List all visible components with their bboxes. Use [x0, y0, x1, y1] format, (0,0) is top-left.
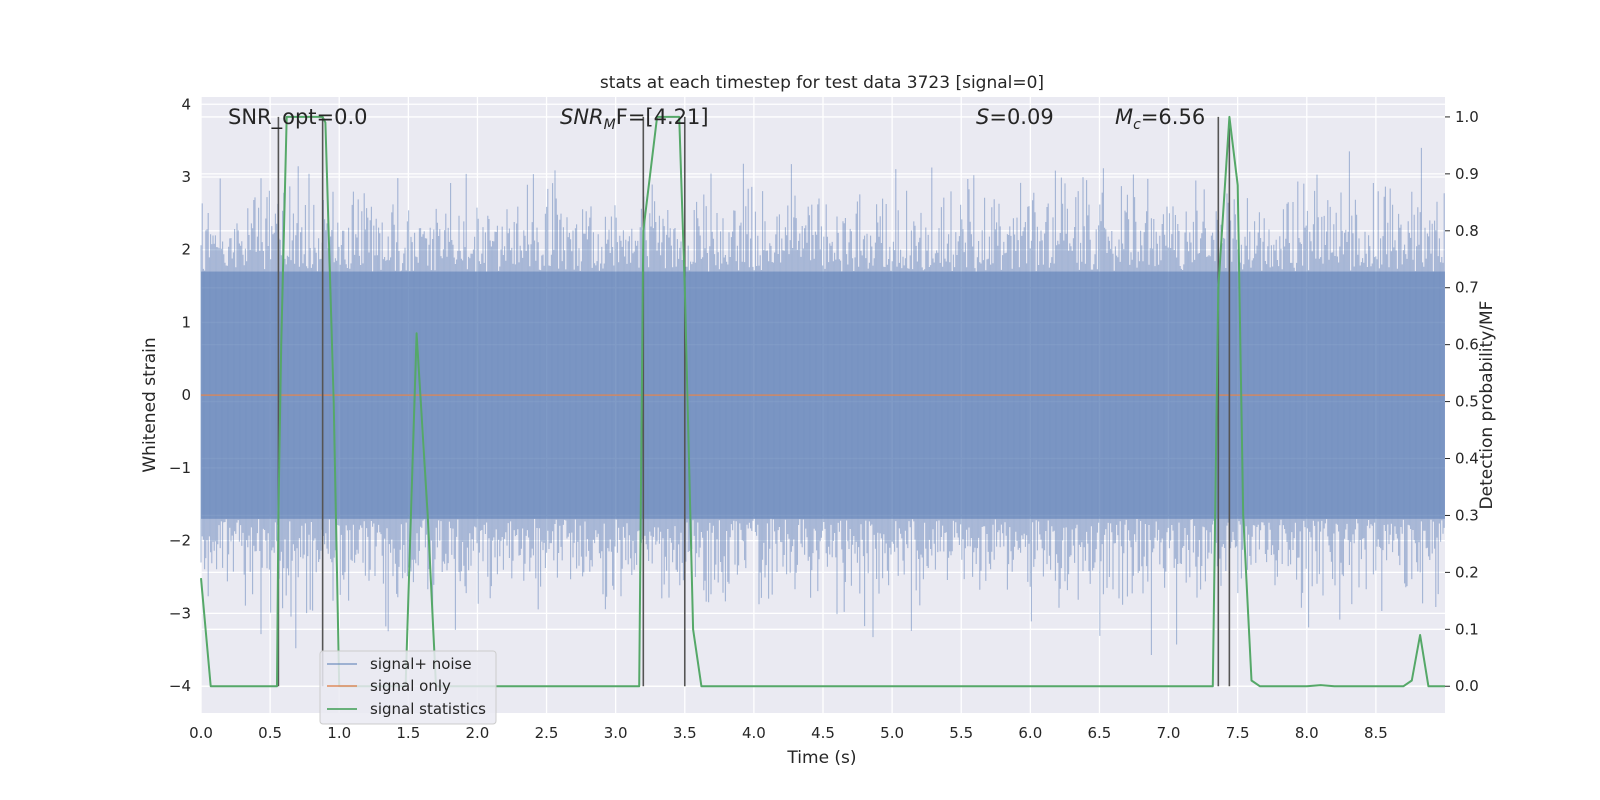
legend: signal+ noise signal only signal statist…	[319, 650, 497, 725]
y-right-tick-label: 0.8	[1455, 222, 1479, 240]
y-left-tick-label: −4	[169, 677, 191, 695]
y-left-tick-label: 2	[181, 241, 191, 259]
x-tick-label: 4.5	[811, 724, 835, 742]
legend-label-signal-only: signal only	[370, 677, 451, 695]
x-tick-label: 6.5	[1088, 724, 1112, 742]
right-y-axis-ticks: 0.0 0.1 0.2 0.3 0.4 0.5 0.6 0.7 0.8 0.9 1.0	[1445, 108, 1479, 695]
x-tick-label: 4.0	[742, 724, 766, 742]
left-y-axis-label: Whitened strain	[140, 337, 160, 472]
y-left-tick-label: −3	[169, 604, 191, 622]
x-tick-label: 5.0	[880, 724, 904, 742]
x-tick-label: 3.0	[604, 724, 628, 742]
x-tick-label: 8.0	[1295, 724, 1319, 742]
annotation-mc-value: =6.56	[1141, 105, 1205, 129]
annotation-snr-mf-symbol: SNR	[560, 105, 604, 129]
left-y-axis-ticks: −4 −3 −2 −1 0 1 2 3 4	[169, 95, 191, 695]
y-right-tick-label: 0.0	[1455, 677, 1479, 695]
x-tick-label: 5.5	[949, 724, 973, 742]
right-y-axis-label: Detection probability/MF	[1477, 301, 1497, 510]
legend-label-signal-noise: signal+ noise	[370, 655, 472, 673]
annotation-mc-subscript: c	[1133, 117, 1141, 133]
signal-noise-trace	[200, 147, 1445, 655]
x-tick-label: 0.0	[189, 724, 213, 742]
annotation-mc-symbol: M	[1115, 105, 1133, 129]
x-tick-label: 7.5	[1226, 724, 1250, 742]
legend-label-signal-statistics: signal statistics	[370, 700, 486, 718]
x-tick-label: 1.5	[396, 724, 420, 742]
x-tick-label: 1.0	[327, 724, 351, 742]
annotation-s-value: =0.09	[989, 105, 1053, 129]
x-tick-label: 3.5	[673, 724, 697, 742]
y-right-tick-label: 0.9	[1455, 165, 1479, 183]
annotation-snr-opt: SNR_opt=0.0	[228, 105, 368, 130]
y-right-tick-label: 0.4	[1455, 450, 1479, 468]
x-tick-label: 8.5	[1364, 724, 1388, 742]
y-left-tick-label: −2	[169, 532, 191, 550]
y-left-tick-label: 4	[181, 95, 191, 113]
y-left-tick-label: 3	[181, 168, 191, 186]
annotation-mc: Mc=6.56	[1115, 105, 1205, 133]
y-left-tick-label: 0	[181, 386, 191, 404]
x-tick-label: 6.0	[1018, 724, 1042, 742]
y-right-tick-label: 0.3	[1455, 506, 1479, 524]
signal-statistics-series	[200, 115, 1445, 688]
signal-statistics-line	[200, 115, 1445, 688]
y-right-tick-label: 0.1	[1455, 620, 1479, 638]
y-right-tick-label: 0.7	[1455, 279, 1479, 297]
annotation-snr-mf: SNRMF=[4.21]	[560, 105, 709, 133]
annotation-s-symbol: S	[976, 105, 989, 129]
x-tick-label: 2.5	[535, 724, 559, 742]
annotation-snr-mf-value: F=[4.21]	[616, 105, 709, 129]
annotation-snr-mf-subscript: M	[604, 117, 616, 133]
x-axis-label: Time (s)	[786, 748, 856, 768]
y-right-tick-label: 0.6	[1455, 336, 1479, 354]
y-left-tick-label: 1	[181, 313, 191, 331]
y-left-tick-label: −1	[169, 459, 191, 477]
x-tick-label: 2.0	[466, 724, 490, 742]
legend-box	[319, 650, 497, 725]
x-tick-label: 0.5	[258, 724, 282, 742]
y-right-tick-label: 1.0	[1455, 108, 1479, 126]
chart-title: stats at each timestep for test data 372…	[600, 73, 1044, 93]
x-axis-ticks: 0.0 0.5 1.0 1.5 2.0 2.5 3.0 3.5 4.0 4.5 5.0 5.5 6.0 6…	[189, 724, 1388, 742]
annotation-s: S=0.09	[976, 105, 1054, 129]
y-right-tick-label: 0.5	[1455, 393, 1479, 411]
x-tick-label: 7.0	[1157, 724, 1181, 742]
y-right-tick-label: 0.2	[1455, 563, 1479, 581]
